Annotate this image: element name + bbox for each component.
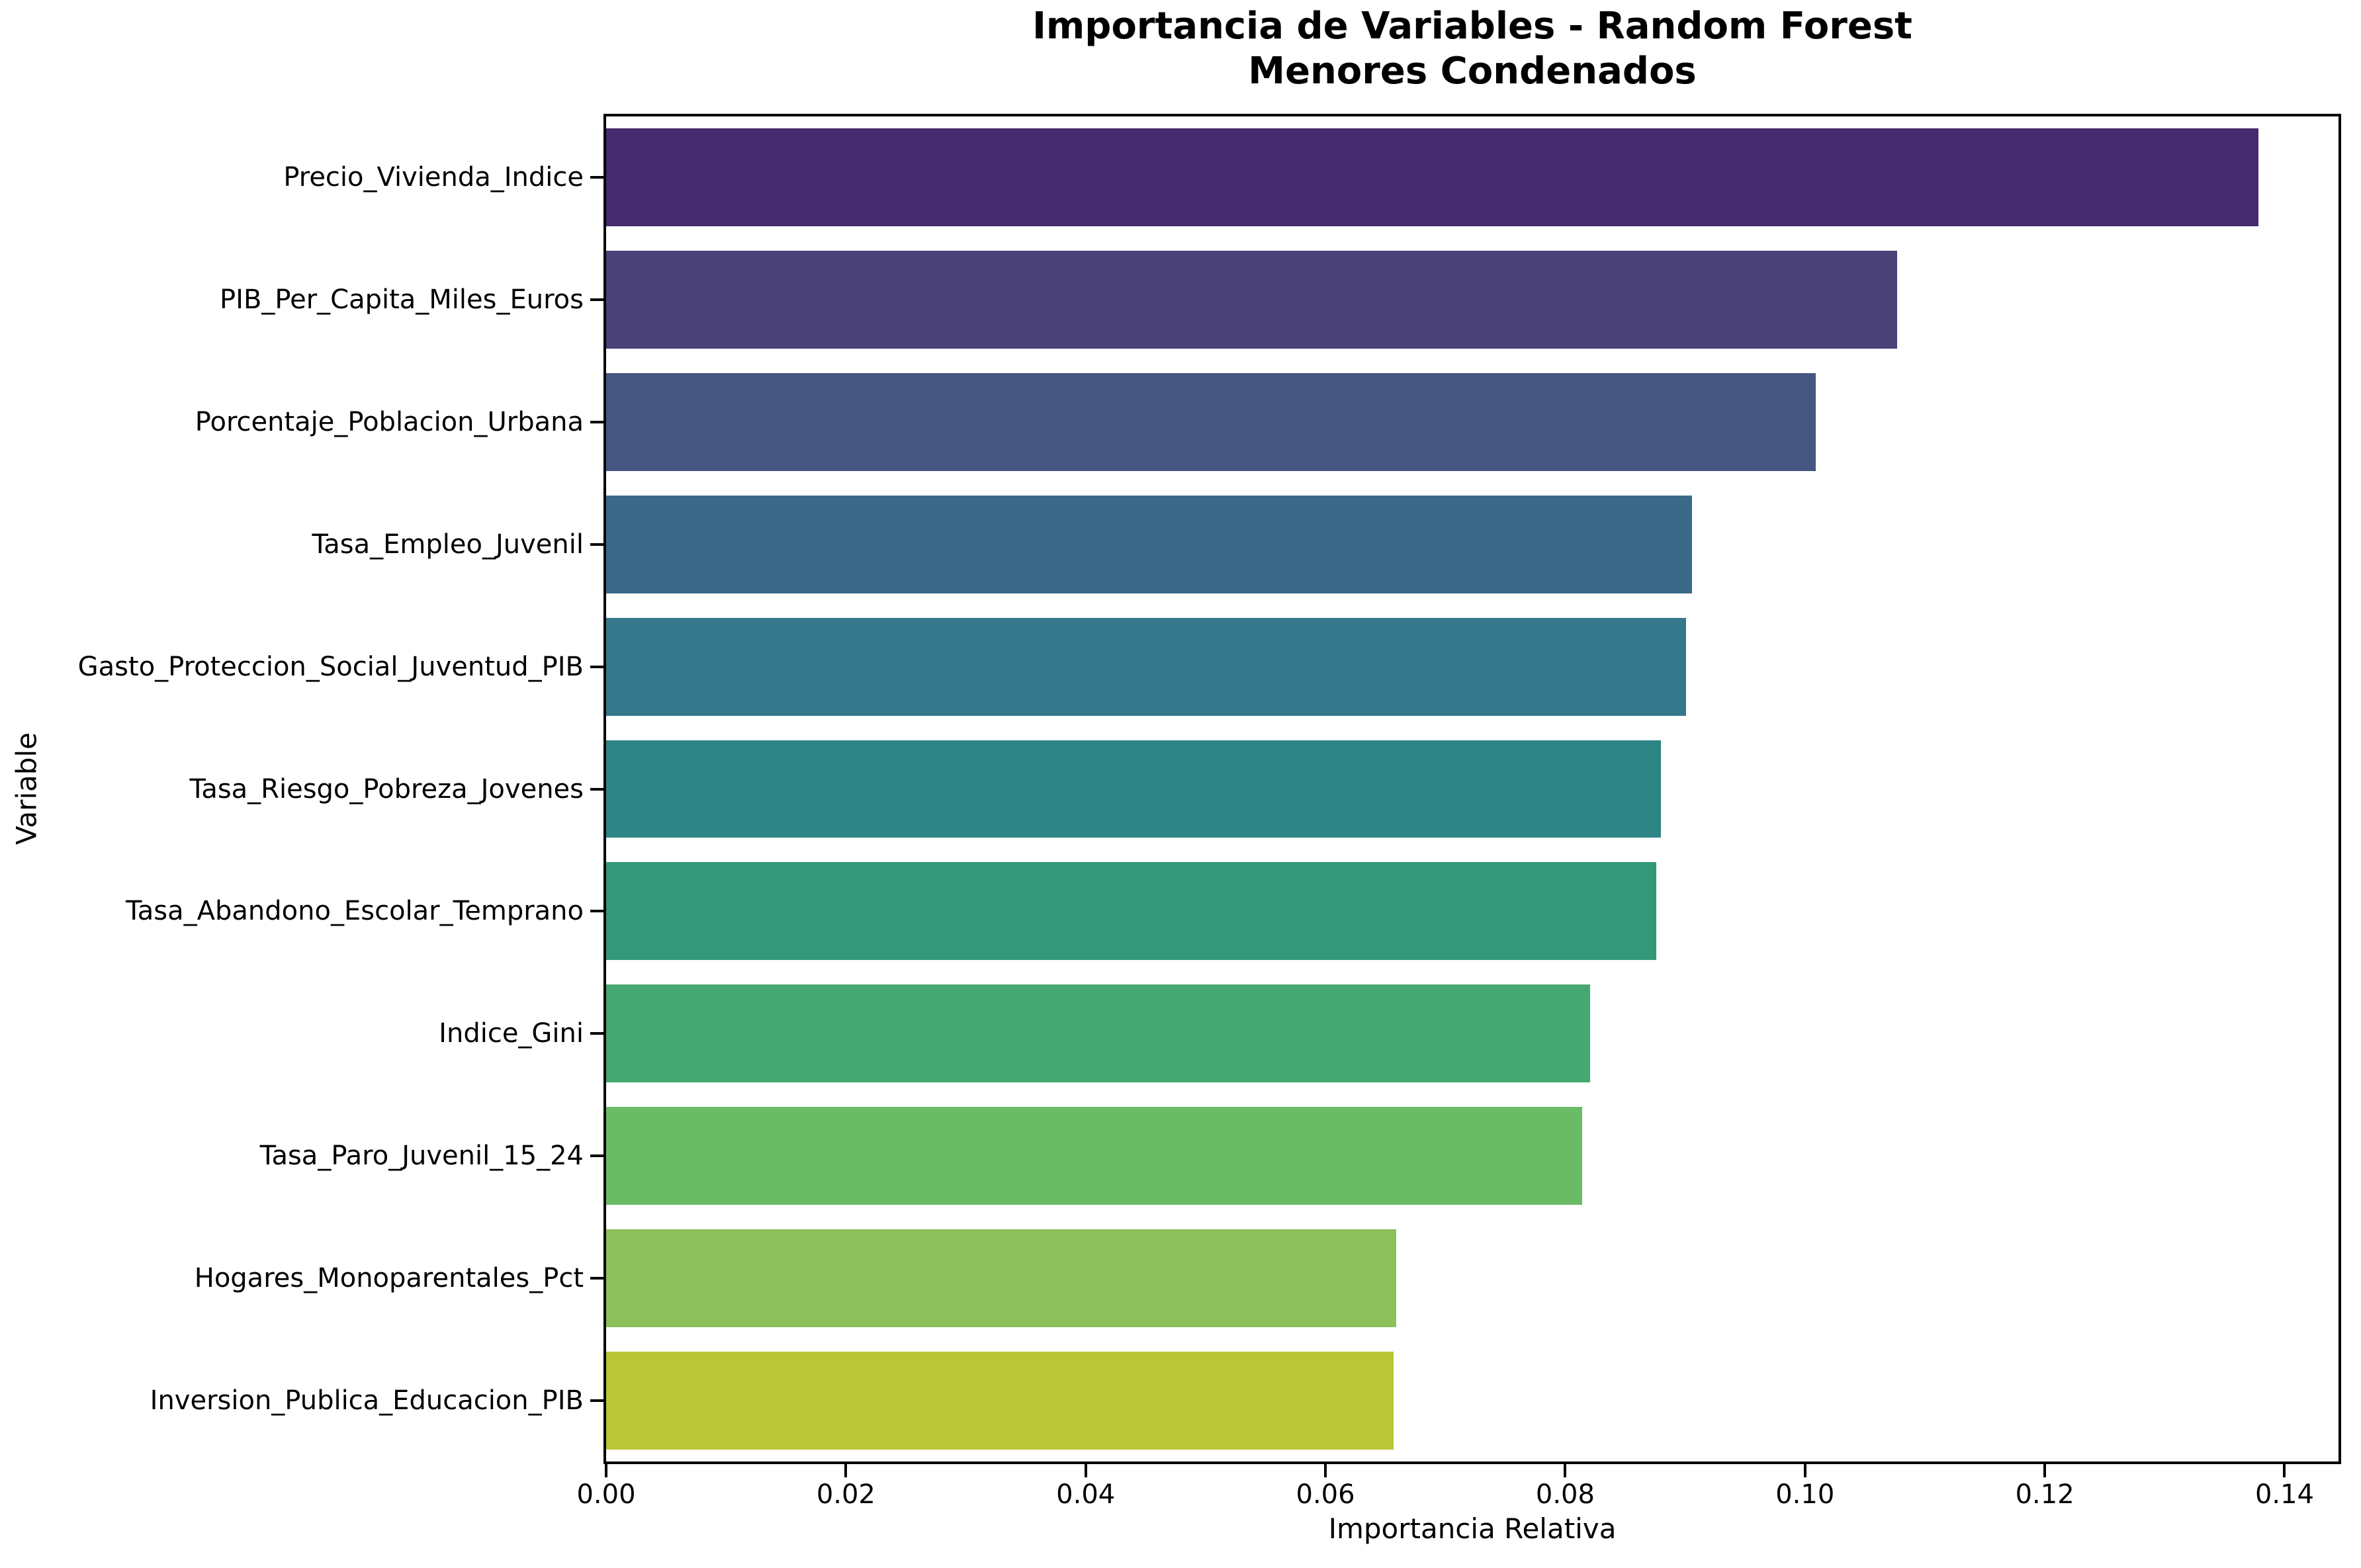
y-tick: [590, 1032, 603, 1035]
y-tick: [590, 543, 603, 546]
x-tick-label: 0.00: [576, 1479, 636, 1510]
y-tick-label: Tasa_Riesgo_Pobreza_Jovenes: [189, 773, 584, 805]
plot-area: Precio_Vivienda_Indice PIB_Per_Capita_Mil…: [78, 114, 2341, 1508]
x-tick-label: 0.06: [1296, 1479, 1355, 1510]
bar-Inversion_Publica_Educacion_PIB: [606, 1351, 1394, 1450]
bar-Hogares_Monoparentales_Pct: [606, 1229, 1396, 1327]
y-tick-label: Gasto_Proteccion_Social_Juventud_PIB: [77, 651, 584, 682]
x-tick: [1084, 1464, 1087, 1477]
x-tick-label: 0.04: [1056, 1479, 1116, 1510]
bar-Tasa_Paro_Juvenil_15_24: [606, 1107, 1582, 1205]
x-tick-label: 0.08: [1535, 1479, 1595, 1510]
y-tick-label: Porcentaje_Poblacion_Urbana: [195, 407, 584, 438]
bar-Tasa_Abandono_Escolar_Temprano: [606, 862, 1657, 961]
y-tick: [590, 1276, 603, 1280]
y-tick: [590, 1399, 603, 1402]
bar-Precio_Vivienda_Indice: [606, 128, 2258, 227]
x-tick: [605, 1464, 607, 1477]
x-tick-label: 0.02: [816, 1479, 875, 1510]
y-tick-label: Hogares_Monoparentales_Pct: [194, 1262, 584, 1293]
y-axis-label: Variable: [10, 732, 43, 846]
x-tick: [844, 1464, 848, 1477]
y-tick-label: Indice_Gini: [439, 1018, 584, 1049]
x-tick: [2043, 1464, 2047, 1477]
bar-Porcentaje_Poblacion_Urbana: [606, 373, 1816, 471]
x-tick: [1803, 1464, 1806, 1477]
y-tick: [590, 665, 603, 668]
bar-Indice_Gini: [606, 984, 1591, 1083]
bar-Gasto_Proteccion_Social_Juventud_PIB: [606, 617, 1687, 716]
x-tick: [1324, 1464, 1327, 1477]
x-tick: [1564, 1464, 1567, 1477]
x-tick: [2283, 1464, 2286, 1477]
y-tick: [590, 1154, 603, 1157]
x-tick-label: 0.12: [2015, 1479, 2074, 1510]
y-tick: [590, 176, 603, 179]
x-axis-label: Importancia Relativa: [1328, 1512, 1617, 1545]
y-tick: [590, 910, 603, 913]
y-tick-label: Tasa_Paro_Juvenil_15_24: [259, 1140, 584, 1171]
x-tick-label: 0.10: [1775, 1479, 1835, 1510]
y-tick: [590, 298, 603, 302]
y-tick-label: Inversion_Publica_Educacion_PIB: [150, 1385, 584, 1416]
x-tick-label: 0.14: [2254, 1479, 2314, 1510]
y-tick: [590, 787, 603, 791]
y-tick-label: Precio_Vivienda_Indice: [283, 162, 584, 193]
y-tick-label: Tasa_Empleo_Juvenil: [312, 529, 584, 560]
y-tick-label: Tasa_Abandono_Escolar_Temprano: [125, 896, 584, 927]
bar-Tasa_Riesgo_Pobreza_Jovenes: [606, 740, 1662, 838]
y-tick-label: PIB_Per_Capita_Miles_Euros: [220, 284, 584, 316]
bar-Tasa_Empleo_Juvenil: [606, 495, 1693, 593]
chart-title: Importancia de Variables - Random Forest…: [1032, 5, 1912, 93]
y-tick: [590, 421, 603, 424]
bar-PIB_Per_Capita_Miles_Euros: [606, 251, 1898, 349]
